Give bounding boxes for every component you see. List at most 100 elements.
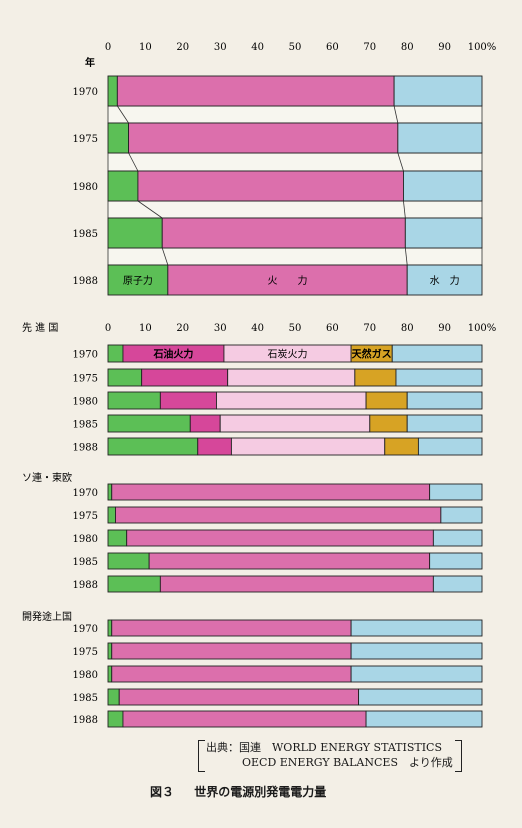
bar-segment [118,688,360,706]
axis-tick-label: 20 [176,323,189,334]
source-line-1: 出典：国連 WORLD ENERGY STATISTICS [206,741,443,754]
bar-segment [141,368,229,387]
bar-segment [107,483,113,501]
axis-tick-label: 90 [438,42,451,53]
connector-line [117,105,129,124]
bar-segment [159,391,217,410]
axis-tick-label: 80 [401,42,414,53]
bar-segment [111,642,352,660]
axis-tick-label: 70 [363,323,376,334]
bar-segment [107,391,161,410]
figure-caption: 図３ 世界の電源別発電電力量 [150,783,326,800]
figure-number: 図３ [150,785,175,799]
segment-label: 石油火力 [152,348,193,361]
bar-segment [440,506,483,524]
bar-segment [111,619,352,637]
year-label: 1975 [73,647,98,658]
year-label: 1970 [73,87,98,98]
axis-tick-label: 50 [289,42,302,53]
bar-segment [429,483,483,501]
year-label: 1988 [73,580,98,591]
segment-label: 水 力 [430,274,460,287]
bar-segment [107,619,113,637]
bar-segment [391,344,483,363]
bar-segment [107,344,124,363]
bar-segment [350,642,483,660]
axis-tick-label: 30 [214,42,227,53]
bar-segment [189,414,221,433]
bar-segment [216,391,367,410]
bar-segment [126,529,434,547]
year-label: 1980 [73,397,98,408]
bar-segment [350,665,483,683]
bar-segment [227,368,356,387]
row-connector [107,247,483,266]
bar-segment [393,75,483,107]
axis-tick-label: 0 [105,42,111,53]
bar-segment [122,710,367,728]
bar-segment [219,414,371,433]
bar-segment [107,529,128,547]
year-label: 1975 [73,511,98,522]
year-label: 1980 [73,534,98,545]
source-line-2: OECD ENERGY BALANCES より作成 [242,756,453,769]
bar-segment [159,575,434,593]
year-label: 1970 [73,488,98,499]
bar-segment [406,264,483,296]
year-label: 1988 [73,443,98,454]
bar-segment [395,368,483,387]
bar-segment [384,437,419,456]
year-label: 1980 [73,182,98,193]
bar-segment [107,642,113,660]
axis-title: 年 [85,56,95,69]
bar-segment [148,552,431,570]
bar-segment [115,506,442,524]
bar-segment [107,506,116,524]
bar-segment [111,483,431,501]
axis-tick-label: 100% [468,42,497,53]
axis-tick-label: 30 [214,323,227,334]
bar-segment [107,368,143,387]
bar-segment [429,552,483,570]
bar-segment [404,217,483,249]
year-label: 1988 [73,715,98,726]
axis-tick-label: 10 [139,42,152,53]
bar-segment [107,122,130,154]
axis-tick-label: 60 [326,42,339,53]
connector-line [128,152,139,172]
bar-segment [107,665,113,683]
bar-segment [137,170,404,202]
year-label: 1970 [73,624,98,635]
bar-segment [107,264,169,296]
axis-tick-label: 70 [363,42,376,53]
axis-tick-label: 80 [401,323,414,334]
source-bracket-right [455,740,462,772]
group-label: ソ連・東欧 [22,471,72,484]
year-label: 1980 [73,670,98,681]
bar-segment [161,217,406,249]
bar-segment [406,414,483,433]
bar-segment [107,217,163,249]
year-label: 1985 [73,229,98,240]
segment-label: 天然ガス [352,348,392,361]
bar-segment [432,575,483,593]
group-label: 開発途上国 [22,610,72,623]
bar-segment [365,710,483,728]
year-label: 1975 [73,374,98,385]
segment-label: 火 力 [268,274,308,287]
bar-segment [350,619,483,637]
bar-segment [107,552,150,570]
bar-segment [358,688,483,706]
bar-segment [369,414,408,433]
axis-tick-label: 20 [176,42,189,53]
bar-segment [354,368,397,387]
figure-title: 世界の電源別発電電力量 [194,785,327,799]
bar-segment [167,264,408,296]
bar-segment [417,437,483,456]
axis-tick-label: 10 [139,323,152,334]
bar-segment [432,529,483,547]
year-label: 1975 [73,134,98,145]
source-bracket-left [198,740,205,772]
row-connector [107,105,483,124]
